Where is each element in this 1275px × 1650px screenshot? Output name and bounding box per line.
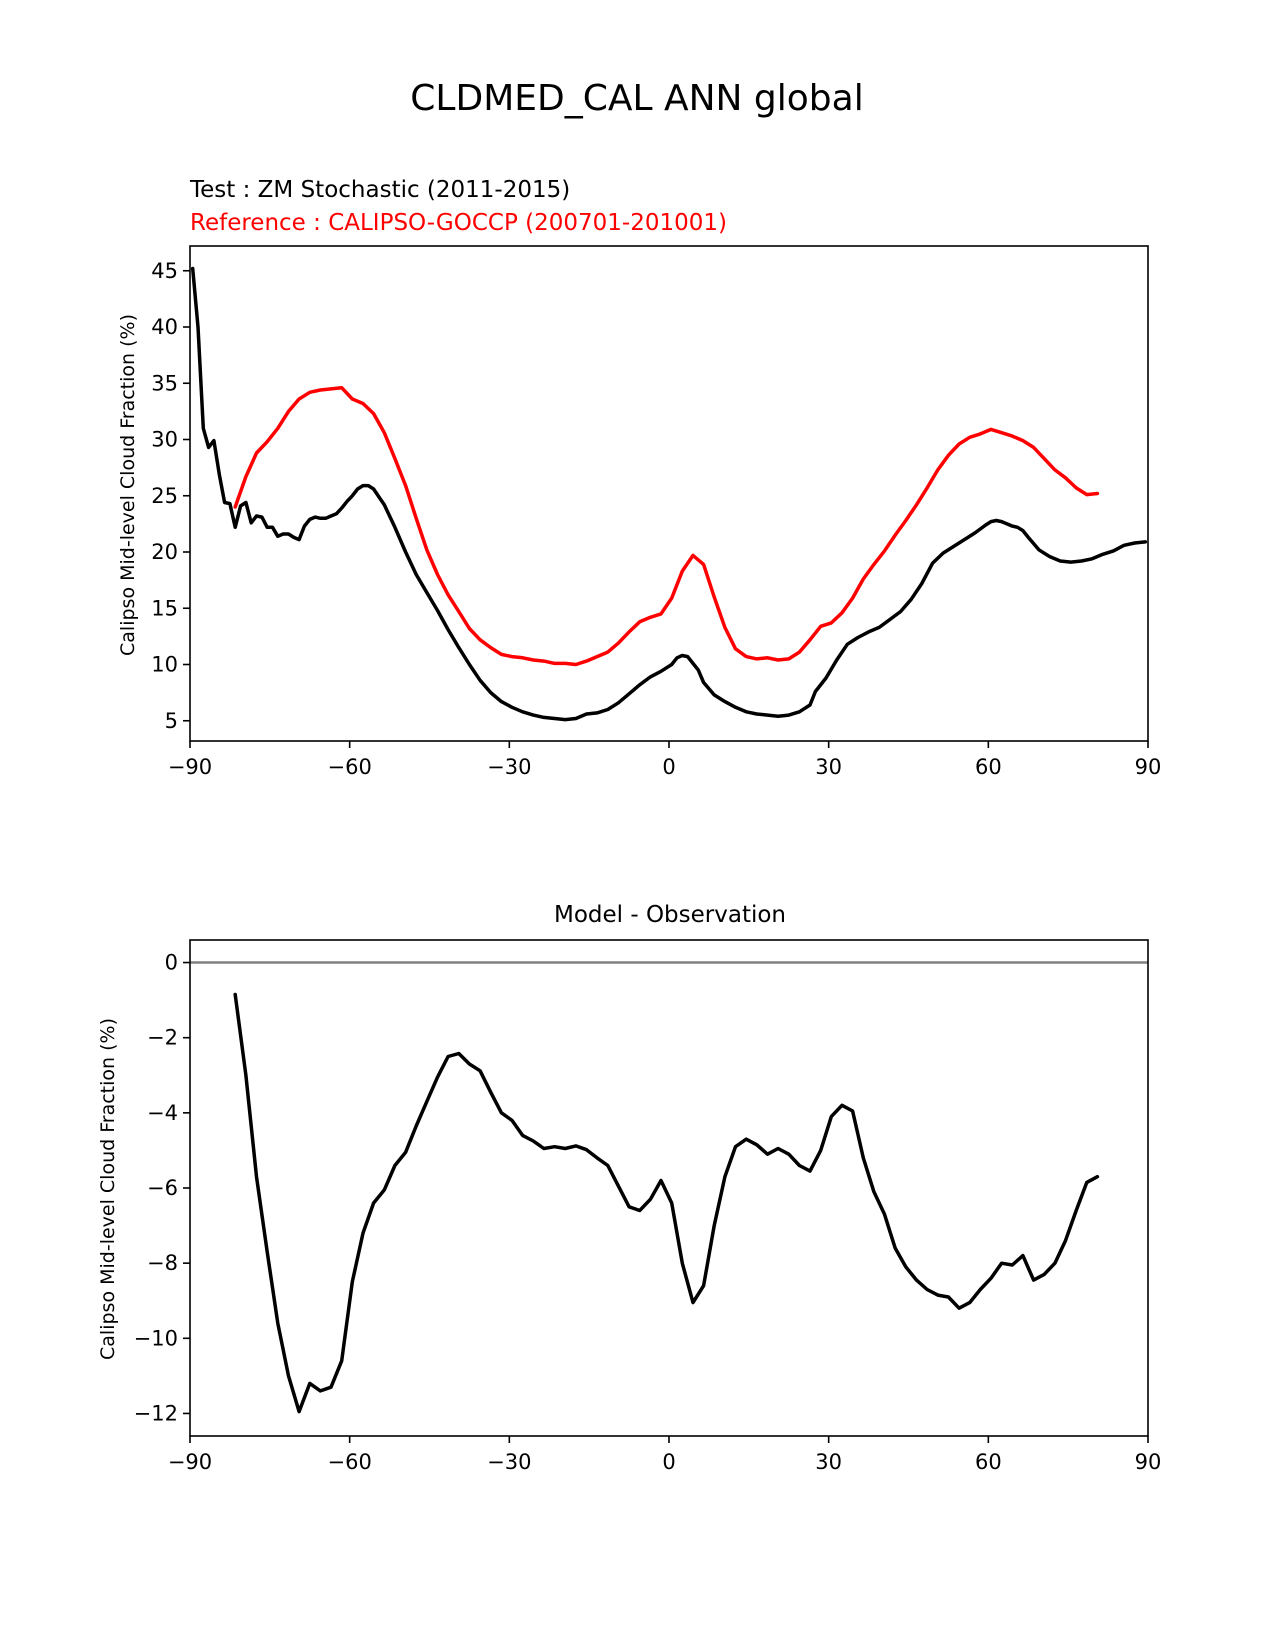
bottom-ytick-label: −4 [147,1101,178,1125]
top-ytick-label: 40 [151,315,178,339]
bottom-axes-frame [189,939,1149,1437]
top-ytick-label: 30 [151,428,178,452]
top-xtick-label: 30 [815,755,842,779]
bottom-title: Model - Observation [554,902,786,928]
top-xtick-label: −60 [328,755,372,779]
top-series-reference [233,385,1100,667]
bottom-xtick-label: 60 [975,1450,1002,1474]
top-ytick-label: 5 [165,709,178,733]
bottom-xtick-label: −60 [328,1450,372,1474]
top-panel: Test : ZM Stochastic (2011-2015) Referen… [117,177,1161,779]
bottom-ytick-label: −12 [134,1401,178,1425]
top-xtick-label: −30 [487,755,531,779]
bottom-ytick-label: −10 [134,1326,178,1350]
top-ytick-label: 25 [151,484,178,508]
bottom-xtick-label: 30 [815,1450,842,1474]
top-ytick-label: 10 [151,653,178,677]
bottom-xtick-label: −90 [168,1450,212,1474]
top-ytick-label: 45 [151,259,178,283]
top-xtick-label: 90 [1135,755,1162,779]
bottom-panel: Model - Observation Calipso Mid-level Cl… [97,902,1161,1474]
top-ytick-label: 35 [151,371,178,395]
bottom-xtick-label: −30 [487,1450,531,1474]
top-series-test [190,266,1148,722]
test-label: Test : ZM Stochastic (2011-2015) [189,177,570,203]
figure-title: CLDMED_CAL ANN global [410,78,863,119]
top-xtick-label: −90 [168,755,212,779]
bottom-ytick-label: −2 [147,1026,178,1050]
bottom-ytick-label: −8 [147,1251,178,1275]
bottom-series-difference [233,992,1100,1414]
bottom-ylabel: Calipso Mid-level Cloud Fraction (%) [97,1018,119,1360]
bottom-ytick-label: −6 [147,1176,178,1200]
top-axes: −90 −60 −30 0 30 60 90 5 10 15 20 25 30 35 40 45 [151,245,1162,779]
top-xtick-label: 60 [975,755,1002,779]
bottom-axes: −90 −60 −30 0 30 60 90 0 −2 −4 −6 −8 −10 −12 [134,939,1162,1474]
bottom-xtick-label: 0 [662,1450,675,1474]
reference-label: Reference : CALIPSO-GOCCP (200701-201001… [190,210,727,236]
top-xtick-label: 0 [662,755,675,779]
bottom-xtick-label: 90 [1135,1450,1162,1474]
top-ylabel: Calipso Mid-level Cloud Fraction (%) [117,314,139,656]
bottom-ytick-label: 0 [165,951,178,975]
top-ytick-label: 15 [151,596,178,620]
top-ytick-label: 20 [151,540,178,564]
